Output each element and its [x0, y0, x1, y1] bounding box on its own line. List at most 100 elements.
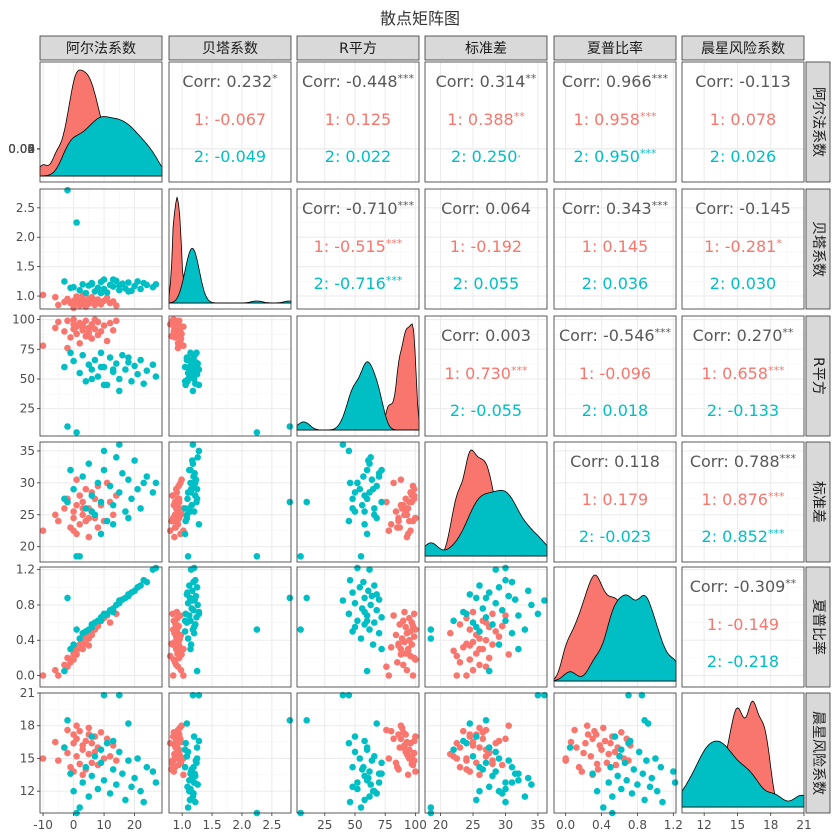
point-g2-59: [366, 489, 373, 496]
point-g1-29: [113, 757, 120, 764]
corr-group-2: 2: -0.716***: [314, 274, 403, 293]
point-g2-66: [195, 521, 203, 528]
point-g1-1: [469, 666, 477, 674]
point-g2-41: [489, 621, 496, 628]
corr-group-1: 1: -0.149: [707, 615, 779, 634]
point-g2-62: [286, 423, 294, 430]
point-g2-55: [365, 774, 372, 782]
corr-all-value: Corr: -0.546: [559, 326, 655, 345]
point-g1-31: [178, 476, 185, 484]
point-g1-14: [395, 766, 402, 773]
point-g1-31: [505, 651, 512, 658]
corr-all: Corr: 0.064: [441, 199, 531, 218]
point-g2-60: [152, 779, 160, 786]
x-tick-label-2-3: 100: [404, 818, 427, 832]
point-g1-15: [495, 633, 503, 640]
cell-border: [424, 692, 548, 814]
point-g2-66: [460, 608, 467, 616]
corr-group-1: 1: -0.281*: [704, 237, 782, 256]
y-tick-label-3-1: 25: [20, 508, 35, 522]
point-g2-68: [140, 576, 147, 584]
cell-3-0: [39, 441, 163, 563]
y-tick-label-5-1: 15: [20, 751, 35, 765]
y-tick-label-0-0: 0.00: [8, 142, 35, 156]
point-g2-59: [187, 361, 195, 369]
cell-3-5: Corr: 0.788***1: 0.876***2: 0.852***: [681, 441, 805, 563]
point-g1-30: [383, 726, 390, 734]
point-g1-28: [173, 742, 181, 749]
point-g2-54: [128, 783, 135, 791]
point-g1-33: [166, 739, 174, 747]
point-g2-61: [345, 691, 353, 699]
point-g2-62: [64, 717, 71, 724]
point-g1-5: [394, 659, 401, 666]
corr-group-2-value: 2: -0.055: [450, 401, 522, 420]
corr-group-1-value: 1: -0.149: [707, 615, 779, 634]
corr-group-1: 1: 0.658***: [702, 364, 785, 383]
point-g1-21: [402, 748, 410, 756]
point-g2-57: [137, 356, 144, 364]
point-g2-65: [473, 733, 480, 740]
point-g1-18: [88, 739, 96, 747]
cell-4-2: [296, 564, 420, 688]
cell-0-0: [39, 61, 163, 183]
point-g2-69: [187, 466, 194, 474]
point-g2-59: [149, 768, 157, 775]
point-g2-50: [351, 489, 359, 496]
cell-border: [424, 188, 548, 310]
point-g2-65: [88, 733, 96, 740]
point-g1-32: [404, 771, 412, 779]
point-g2-56: [134, 485, 141, 493]
point-g2-47: [106, 354, 114, 361]
point-g2-52: [361, 796, 368, 804]
point-g1-2: [55, 517, 62, 525]
point-g2-36: [70, 485, 77, 493]
point-g1-26: [390, 612, 397, 619]
row-strip-label-3: 标准差: [810, 481, 826, 523]
point-g1-23: [498, 622, 506, 630]
cell-border: [39, 692, 163, 814]
point-g1-29: [113, 302, 120, 309]
column-strip-4: [553, 35, 677, 61]
point-g1-34: [466, 642, 474, 649]
point-g2-67: [373, 720, 381, 727]
point-g1-16: [600, 724, 607, 732]
corr-group-1-value: 1: 0.125: [325, 110, 391, 129]
y-tick-label-5-0: 12: [20, 784, 35, 798]
point-g2-66: [195, 608, 203, 616]
point-g1-34: [395, 731, 402, 738]
cell-border: [553, 692, 677, 814]
point-g1-8: [73, 501, 80, 509]
point-g2-38: [375, 779, 383, 786]
point-g2-39: [82, 763, 90, 771]
point-g2-59: [149, 489, 157, 496]
point-g1-32: [79, 323, 86, 331]
point-g1-17: [447, 629, 454, 637]
point-g2-46: [182, 610, 189, 618]
y-tick-label-4-0: 0.0: [16, 669, 35, 683]
point-g2-68: [140, 798, 147, 806]
point-g2-58: [143, 367, 151, 375]
cell-4-3: [424, 564, 548, 688]
point-g1-1: [52, 324, 59, 332]
point-g2-41: [88, 772, 96, 780]
cell-border: [296, 61, 420, 183]
point-g2-69: [515, 645, 522, 653]
x-tick-label-0-1: 0: [70, 818, 78, 832]
column-strip-label-3: 标准差: [465, 41, 507, 57]
point-g1-34: [175, 514, 183, 522]
point-g1-26: [390, 735, 397, 743]
cell-border: [681, 188, 805, 310]
point-g2-44: [193, 498, 200, 506]
point-g2-64: [638, 691, 646, 699]
point-g1-34: [85, 332, 93, 340]
y-tick-label-1-3: 2.5: [16, 201, 35, 215]
x-tick-label-4-1: 0.4: [592, 818, 611, 832]
point-g1-19: [392, 508, 400, 515]
point-g2-37: [76, 635, 83, 642]
corr-group-2-value: 2: 0.030: [710, 274, 776, 293]
point-g2-43: [618, 785, 625, 793]
point-g2-46: [345, 517, 353, 525]
point-g2-69: [187, 349, 194, 357]
y-tick-label-4-2: 0.8: [16, 598, 35, 612]
